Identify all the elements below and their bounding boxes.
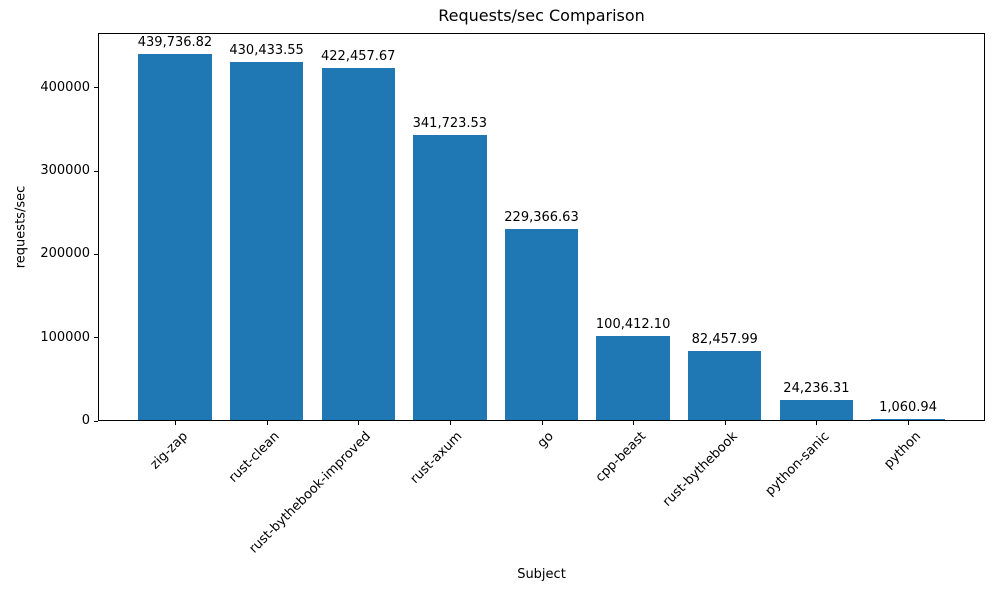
y-tick <box>94 170 98 172</box>
x-tick-label: rust-clean <box>225 429 283 486</box>
bar <box>413 135 487 420</box>
bar <box>138 54 212 420</box>
y-tick-label: 100000 <box>40 329 90 345</box>
bar-value-label: 82,457.99 <box>691 332 758 347</box>
x-tick <box>449 421 451 425</box>
y-tick-label: 200000 <box>40 246 90 262</box>
x-axis-label: Subject <box>517 567 566 582</box>
x-tick-label: rust-bythebook <box>659 429 741 510</box>
x-tick <box>358 421 360 425</box>
y-tick <box>94 253 98 255</box>
bar-value-label: 24,236.31 <box>783 381 850 396</box>
x-tick-label: cpp-beast <box>592 429 649 486</box>
x-tick-label: python <box>880 429 924 472</box>
y-tick-label: 400000 <box>40 79 90 95</box>
y-tick <box>94 337 98 339</box>
y-axis-label: requests/sec <box>13 185 29 269</box>
x-tick <box>266 421 268 425</box>
bar <box>321 68 395 420</box>
x-tick-label: python-sanic <box>762 429 833 499</box>
x-tick-label: zig-zap <box>147 429 191 473</box>
x-tick <box>816 421 818 425</box>
bar <box>779 400 854 420</box>
x-tick-label: rust-axum <box>407 429 466 487</box>
y-tick-label: 0 <box>81 413 90 428</box>
bar <box>688 351 762 420</box>
y-tick-label: 300000 <box>40 163 90 179</box>
bar-value-label: 1,060.94 <box>879 400 937 415</box>
x-tick-label: go <box>535 429 558 452</box>
x-tick <box>541 421 543 425</box>
y-tick <box>94 87 98 89</box>
bar <box>871 419 945 420</box>
bar-value-label: 439,736.82 <box>137 35 213 50</box>
bar <box>596 336 670 420</box>
chart-title: Requests/sec Comparison <box>438 6 645 25</box>
bar-value-label: 100,412.10 <box>595 317 671 332</box>
bar-value-label: 422,457.67 <box>321 49 396 64</box>
x-tick <box>174 421 176 425</box>
x-tick <box>633 421 635 425</box>
bar-value-label: 341,723.53 <box>412 116 488 131</box>
bar <box>504 229 579 420</box>
x-tick <box>724 421 726 425</box>
bar-value-label: 430,433.55 <box>229 43 304 58</box>
bar <box>229 62 304 420</box>
y-tick <box>94 420 98 422</box>
x-tick <box>908 421 910 425</box>
bar-value-label: 229,366.63 <box>504 210 579 225</box>
